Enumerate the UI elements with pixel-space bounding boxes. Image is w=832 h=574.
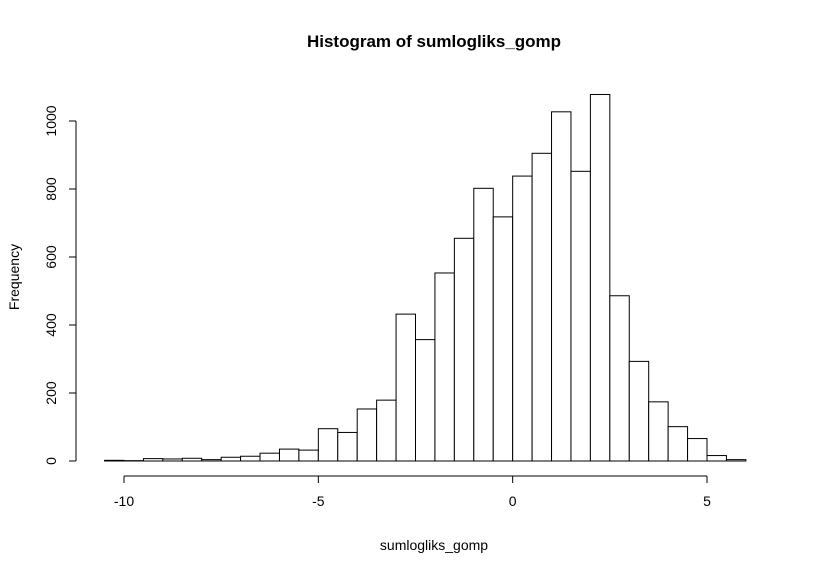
histogram-bar: [473, 187, 494, 462]
histogram-bar: [725, 459, 747, 462]
histogram-bar: [492, 216, 514, 462]
x-tick-label: -10: [114, 493, 134, 509]
y-tick-label: 1000: [43, 105, 59, 136]
y-tick-label: 800: [43, 177, 59, 201]
x-tick-label: 5: [703, 493, 711, 509]
histogram-bar: [181, 457, 203, 462]
histogram-bar: [104, 459, 125, 462]
histogram-bar: [298, 449, 319, 462]
histogram-bar: [589, 93, 611, 462]
histogram-bar: [259, 452, 280, 462]
histogram-bar: [317, 428, 339, 462]
y-tick-label: 600: [43, 245, 59, 269]
histogram-bar: [628, 360, 650, 462]
histogram-bar: [570, 170, 591, 462]
y-tick-label: 0: [43, 457, 59, 465]
histogram-bar: [512, 175, 533, 462]
histogram-bar: [551, 111, 572, 462]
histogram-bar: [687, 438, 708, 462]
x-tick-label: 0: [509, 493, 517, 509]
y-tick-label: 400: [43, 313, 59, 337]
histogram-bar: [376, 399, 397, 462]
x-axis-label: sumlogliks_gomp: [380, 537, 488, 553]
histogram-bar: [415, 339, 436, 462]
histogram-bar: [453, 237, 475, 462]
x-axis: -10 -5 0 5: [114, 475, 711, 509]
histogram-bar: [609, 295, 630, 462]
histogram-bar: [201, 459, 222, 462]
histogram-bar: [337, 431, 358, 462]
chart-title: Histogram of sumlogliks_gomp: [307, 32, 561, 51]
y-tick-label: 200: [43, 381, 59, 405]
histogram-bar: [220, 456, 242, 462]
histogram-bars: [104, 93, 747, 462]
histogram-bar: [648, 401, 669, 462]
y-axis: 0 200 400 600 800 1000: [43, 105, 77, 465]
histogram-bar: [706, 455, 727, 462]
histogram-bar: [434, 272, 455, 462]
histogram-bar: [142, 458, 164, 462]
histogram-bar: [356, 408, 378, 462]
histogram-bar: [278, 448, 300, 462]
histogram-bar: [667, 426, 689, 462]
histogram-bar: [162, 458, 183, 462]
histogram-bar: [240, 455, 261, 462]
y-axis-label: Frequency: [6, 244, 22, 310]
x-tick-label: -5: [312, 493, 325, 509]
histogram-bar: [531, 152, 553, 462]
histogram-bar: [395, 313, 417, 462]
